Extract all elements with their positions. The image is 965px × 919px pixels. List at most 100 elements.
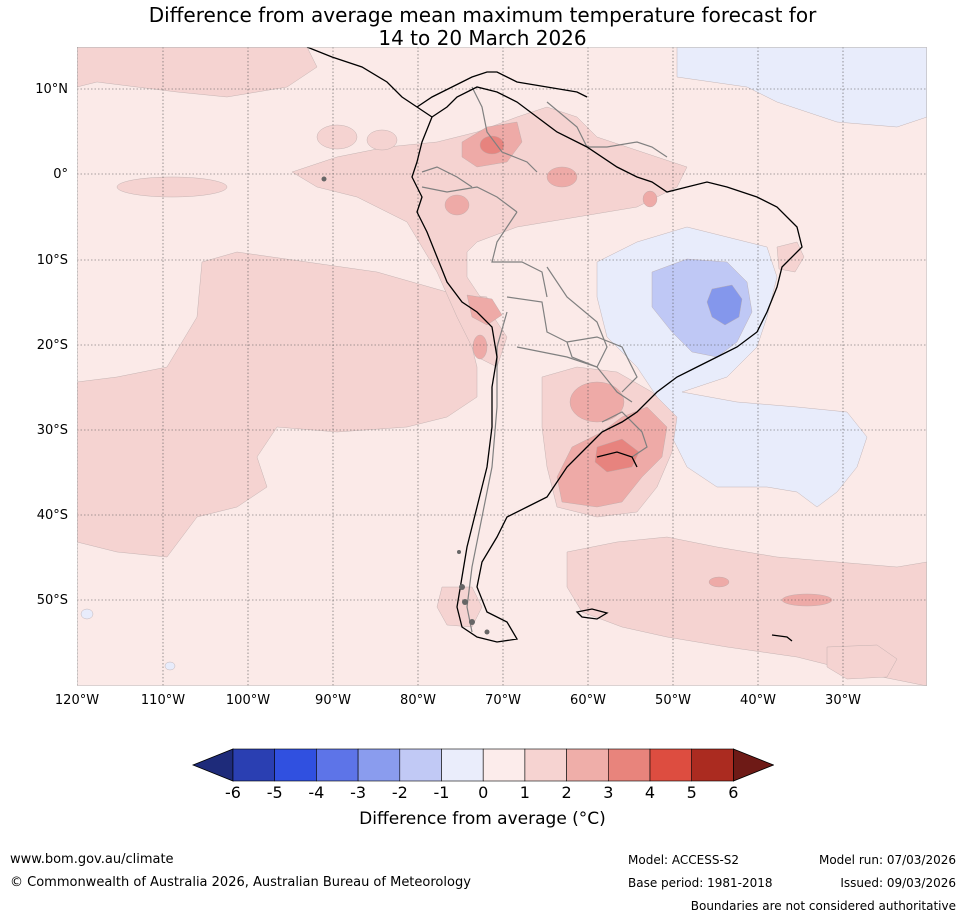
- graticule: [77, 47, 927, 686]
- chart-title: Difference from average mean maximum tem…: [0, 4, 965, 50]
- lat-label-40s: 40°S: [36, 508, 68, 523]
- map-frame: [77, 47, 927, 686]
- anomaly-positive-south-atlantic-blip-2: [781, 593, 833, 607]
- lat-label-20s: 20°S: [36, 338, 68, 353]
- island-speck-5: [457, 550, 461, 554]
- colorbar-tick-label: -6: [225, 783, 241, 802]
- chile-fjord-islands: [321, 176, 490, 635]
- colorbar-segment: [649, 748, 693, 782]
- anomaly-positive-south-atlantic-blip: [708, 576, 730, 588]
- lat-label-0: 0°: [53, 167, 68, 182]
- colorbar-segment: [524, 748, 567, 782]
- colorbar-segment: [691, 748, 734, 782]
- anomaly-positive-chile-north-2: [472, 334, 488, 360]
- colorbar-tick-label: -3: [350, 783, 367, 802]
- colorbar-tick-label: 2: [561, 783, 572, 802]
- island-speck-3: [469, 619, 475, 625]
- colorbar-segment: [566, 748, 609, 782]
- forecast-map: [77, 47, 927, 686]
- border-bolivia: [506, 266, 608, 368]
- colorbar-segment: [357, 748, 401, 782]
- lat-label-50s: 50°S: [36, 593, 68, 608]
- island-speck-1: [459, 584, 465, 590]
- colorbar-segment: [274, 748, 317, 782]
- border-ecuador: [421, 166, 473, 188]
- border-colombia-peru: [421, 186, 518, 213]
- anomaly-positive-tropical-band: [291, 106, 688, 368]
- colorbar-tick-label: 3: [603, 783, 614, 802]
- anomaly-negative-brazil-core: [651, 258, 753, 358]
- lat-label-30s: 30°S: [36, 423, 68, 438]
- island-speck-4: [484, 629, 490, 635]
- colorbar-extend-high: [733, 748, 774, 782]
- lon-label-50w: 50°W: [655, 693, 691, 708]
- footer-model: Model: ACCESS-S2: [628, 853, 740, 867]
- border-uruguay: [601, 411, 648, 458]
- border-argentina-paraguay: [516, 346, 633, 403]
- lon-label-30w: 30°W: [825, 693, 861, 708]
- coastline-south-america: [411, 86, 803, 643]
- lon-label-100w: 100°W: [225, 693, 271, 708]
- colorbar-segment: [607, 748, 651, 782]
- lon-label-90w: 90°W: [315, 693, 351, 708]
- anomaly-positive-south-pacific: [77, 251, 488, 558]
- anomaly-positive-equatorial-pacific-2: [316, 124, 358, 150]
- anomaly-positive-brazil-north-2: [642, 190, 658, 208]
- anomaly-positive-north-pacific: [77, 47, 318, 98]
- coastlines: [306, 47, 803, 643]
- lon-label-60w: 60°W: [570, 693, 606, 708]
- colorbar-tick-label: 4: [644, 783, 656, 802]
- footer-copyright: © Commonwealth of Australia 2026, Austra…: [10, 875, 471, 890]
- border-peru-brazil: [491, 211, 548, 298]
- lon-label-70w: 70°W: [485, 693, 521, 708]
- title-line-1: Difference from average mean maximum tem…: [148, 3, 817, 27]
- colorbar-tick-label: -1: [433, 783, 450, 802]
- border-colombia-venezuela: [471, 86, 538, 173]
- colorbar: [192, 748, 774, 782]
- anomaly-negative-west-blip-2: [164, 661, 176, 671]
- footer-model-run: Model run: 07/03/2026: [818, 853, 956, 867]
- lat-label-10n: 10°N: [35, 82, 68, 97]
- galapagos: [321, 176, 327, 182]
- anomaly-positive-patagonia: [436, 586, 483, 628]
- anomaly-positive-equatorial-pacific: [116, 176, 228, 198]
- anomaly-negative-west-blip: [80, 608, 94, 620]
- colorbar-segment: [232, 748, 276, 782]
- anomaly-positive-venezuela-core: [479, 135, 505, 155]
- colorbar-tick-label: 5: [686, 783, 697, 802]
- colorbar-segment: [316, 748, 359, 782]
- colorbar-tick-label: 1: [519, 783, 530, 802]
- anomaly-positive-equatorial-pacific-3: [366, 129, 398, 151]
- anomaly-negative-north-atlantic: [676, 47, 927, 128]
- anomaly-negative-brazil-center: [706, 284, 743, 326]
- footer-website: www.bom.gov.au/climate: [10, 852, 174, 867]
- border-guianas: [546, 101, 668, 158]
- colorbar-tick-label: -4: [308, 783, 325, 802]
- border-paraguay-brazil: [566, 336, 638, 393]
- colorbar-segment: [482, 748, 526, 782]
- lon-label-120w: 120°W: [54, 693, 100, 708]
- anomaly-positive-uruguay-core: [594, 438, 640, 473]
- coastline-south-georgia: [771, 634, 793, 642]
- colorbar-segment: [441, 748, 484, 782]
- footer-base-period: Base period: 1981-2018: [628, 876, 773, 890]
- map-svg: [77, 47, 927, 686]
- lon-label-40w: 40°W: [740, 693, 776, 708]
- footer-disclaimer: Boundaries are not considered authoritat…: [690, 899, 956, 913]
- coastline-falklands: [575, 608, 609, 620]
- island-speck-2: [462, 599, 468, 605]
- anomaly-positive-south-east: [826, 644, 898, 680]
- colorbar-extend-low: [192, 748, 234, 782]
- coastline-caribbean-north: [416, 71, 588, 108]
- colorbar-tick-label: -5: [266, 783, 283, 802]
- colorbar-segment: [399, 748, 442, 782]
- lon-label-110w: 110°W: [140, 693, 186, 708]
- coastline-rio-de-la-plata: [596, 451, 638, 468]
- anomaly-positive-peru: [444, 194, 470, 216]
- lon-label-80w: 80°W: [400, 693, 436, 708]
- anomaly-positive-chile-north: [466, 294, 503, 326]
- anomaly-positive-paraguay: [569, 381, 625, 423]
- colorbar-tick-label: -2: [391, 783, 408, 802]
- lat-label-10s: 10°S: [36, 253, 68, 268]
- title-line-2: 14 to 20 March 2026: [378, 26, 587, 50]
